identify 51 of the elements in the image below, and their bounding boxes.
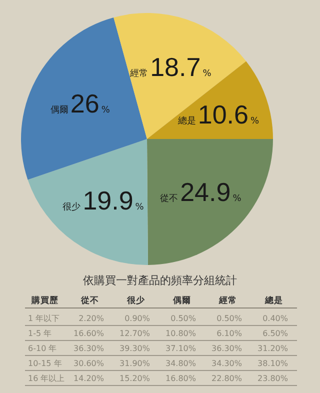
slice-label: 偶爾 — [50, 104, 68, 116]
data-label: 2.20% — [78, 314, 104, 323]
data-label: 16.80% — [165, 374, 196, 383]
pie-slice — [21, 18, 147, 180]
slice-label: 很少 — [62, 202, 81, 213]
data-label: 31.20% — [257, 344, 288, 353]
data-label: 36.30% — [211, 344, 242, 353]
pie-slice — [147, 139, 273, 265]
pie-slice — [114, 13, 246, 139]
x-tick-label: 很少 — [126, 295, 146, 306]
y-tick-label: 16 年以上 — [28, 374, 65, 383]
chart-title: 依購買一對產品的頻率分組統計 — [83, 274, 237, 287]
data-label: 22.80% — [211, 374, 242, 383]
data-label: 31.90% — [119, 359, 150, 368]
data-label: 15.20% — [119, 374, 150, 383]
slice-label: 經常 — [129, 68, 148, 80]
x-tick-label: 從不 — [80, 295, 99, 306]
data-label: 10.80% — [165, 329, 196, 338]
x-tick-label: 總是 — [264, 295, 283, 306]
data-label: 6.50% — [262, 329, 288, 338]
y-tick-label: 6-10 年 — [28, 344, 57, 353]
data-label: 14.20% — [73, 374, 104, 383]
data-label: 36.30% — [73, 344, 104, 353]
data-label: 19.9% — [82, 186, 144, 216]
data-label: 30.60% — [73, 359, 104, 368]
data-label: 6.10% — [216, 329, 242, 338]
y-tick-label: 10-15 年 — [28, 359, 62, 368]
x-tick-label: 偶爾 — [172, 295, 191, 306]
data-label: 24.9% — [180, 177, 242, 208]
y-axis-title: 購買歷 — [30, 295, 58, 306]
data-label: 38.10% — [257, 359, 288, 368]
data-label: 39.30% — [119, 344, 150, 353]
data-label: 23.80% — [257, 374, 288, 383]
data-label: 37.10% — [165, 344, 196, 353]
data-label: 26% — [70, 88, 110, 119]
data-label: 10.6% — [198, 99, 260, 130]
data-label: 12.70% — [119, 329, 150, 338]
data-label: 0.40% — [262, 314, 288, 323]
data-label: 0.50% — [170, 314, 196, 323]
pie-slice — [28, 139, 148, 265]
data-label: 18.7% — [150, 52, 212, 82]
data-label: 34.80% — [165, 359, 196, 368]
data-label: 0.50% — [216, 314, 242, 323]
slice-label: 從不 — [160, 193, 178, 204]
data-label: 34.30% — [211, 359, 242, 368]
x-tick-label: 經常 — [218, 295, 237, 306]
y-tick-label: 1 年以下 — [28, 314, 60, 323]
slice-label: 總是 — [176, 115, 196, 126]
y-tick-label: 1-5 年 — [28, 329, 52, 338]
data-label: 0.90% — [124, 314, 150, 323]
data-label: 16.60% — [73, 329, 104, 338]
